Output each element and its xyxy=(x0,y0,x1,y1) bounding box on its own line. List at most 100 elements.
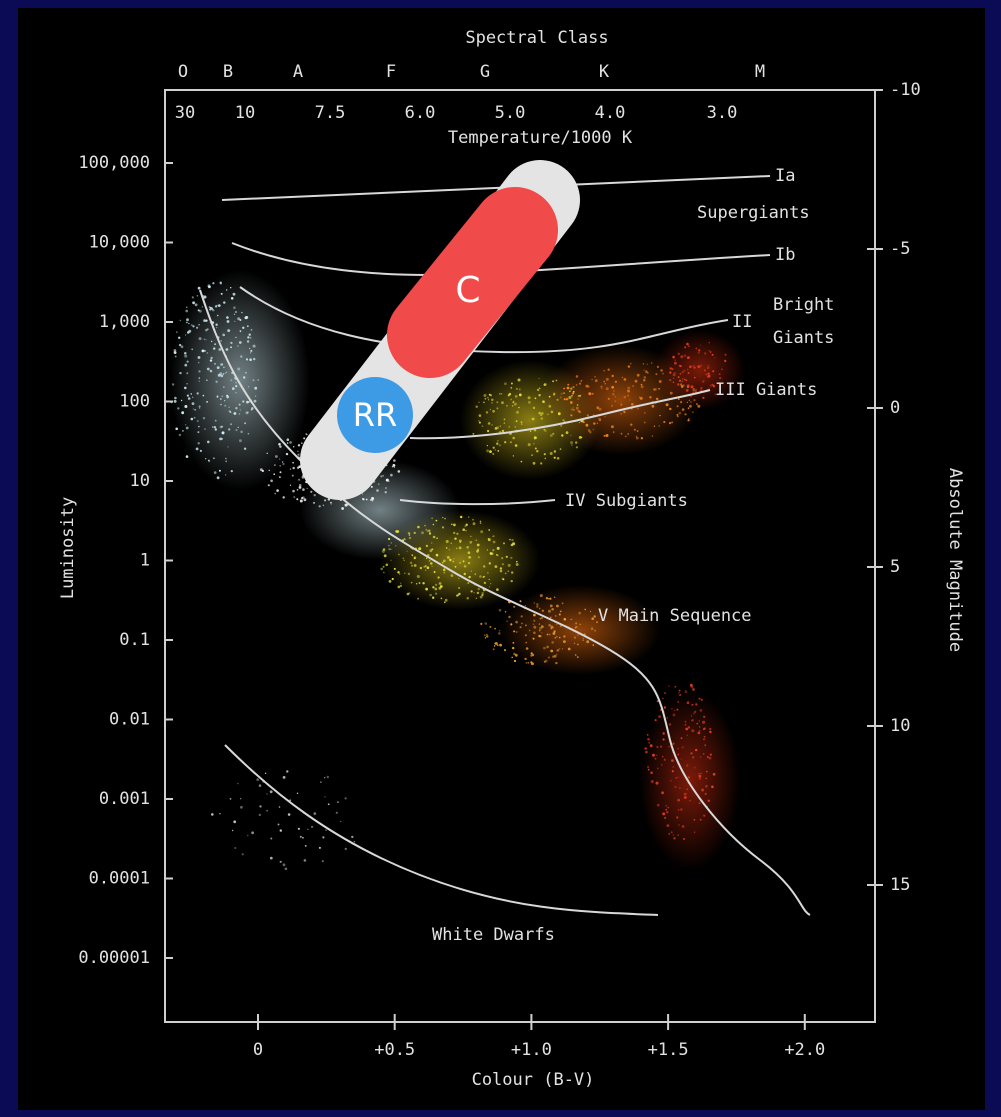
star xyxy=(279,476,281,478)
star xyxy=(674,686,676,688)
star xyxy=(541,632,542,633)
star xyxy=(699,730,700,731)
star xyxy=(436,520,438,522)
star xyxy=(691,729,694,732)
star xyxy=(495,449,496,450)
star xyxy=(442,517,443,518)
star xyxy=(564,618,567,621)
star xyxy=(533,614,536,617)
left-tick-label: 1 xyxy=(140,551,150,571)
star xyxy=(283,776,286,779)
star xyxy=(174,397,177,400)
star xyxy=(511,580,513,582)
star xyxy=(411,565,413,567)
star xyxy=(585,385,588,388)
star xyxy=(337,801,339,803)
star xyxy=(570,441,573,444)
temperature-label: 30 xyxy=(175,103,195,123)
star xyxy=(298,444,300,446)
star xyxy=(678,376,680,378)
star xyxy=(647,766,649,768)
temperature-label: 3.0 xyxy=(707,103,738,123)
star xyxy=(672,743,674,745)
star xyxy=(300,836,302,838)
star xyxy=(245,316,248,319)
left-tick-label: 10,000 xyxy=(89,233,150,253)
star xyxy=(504,649,506,651)
star xyxy=(230,379,232,381)
star xyxy=(251,329,253,331)
star xyxy=(478,402,479,403)
star xyxy=(239,413,240,414)
star xyxy=(526,647,529,650)
star xyxy=(648,742,650,744)
star xyxy=(221,375,224,378)
star xyxy=(719,373,721,375)
star xyxy=(208,284,211,287)
star xyxy=(238,427,239,428)
star xyxy=(278,443,281,446)
star xyxy=(581,380,583,382)
star xyxy=(535,397,537,399)
star xyxy=(202,350,205,353)
star xyxy=(250,337,251,338)
star xyxy=(658,388,660,390)
star xyxy=(702,381,704,383)
star xyxy=(213,457,215,459)
star xyxy=(702,721,705,724)
star xyxy=(221,293,223,295)
star xyxy=(520,600,522,602)
star xyxy=(512,405,514,407)
star xyxy=(625,436,627,438)
star xyxy=(661,791,664,794)
star xyxy=(683,370,685,372)
star xyxy=(710,351,712,353)
star xyxy=(516,561,518,563)
star xyxy=(677,405,679,407)
star xyxy=(694,711,696,713)
star xyxy=(671,831,673,833)
star xyxy=(491,424,493,426)
star xyxy=(235,385,237,387)
star xyxy=(579,383,581,385)
star xyxy=(429,560,431,562)
star xyxy=(198,309,200,311)
star xyxy=(692,688,695,691)
star xyxy=(411,554,413,556)
star xyxy=(210,359,212,361)
star xyxy=(212,282,214,284)
star xyxy=(692,391,694,393)
star xyxy=(611,386,614,389)
star xyxy=(680,355,683,358)
star xyxy=(230,411,232,413)
star xyxy=(654,426,655,427)
star xyxy=(539,627,542,630)
star xyxy=(571,444,572,445)
annotation: Ia xyxy=(775,166,795,186)
star xyxy=(273,473,275,475)
star xyxy=(532,663,533,664)
star xyxy=(677,799,680,802)
star xyxy=(644,376,646,378)
star xyxy=(469,541,472,544)
star xyxy=(302,837,304,839)
star xyxy=(538,394,540,396)
star xyxy=(227,446,228,447)
star xyxy=(330,502,331,503)
star xyxy=(207,368,210,371)
star xyxy=(199,377,201,379)
star xyxy=(704,744,706,746)
star xyxy=(248,433,250,435)
star xyxy=(684,413,686,415)
star xyxy=(670,780,672,782)
star xyxy=(686,389,689,392)
star xyxy=(479,575,482,578)
star xyxy=(643,363,644,364)
star xyxy=(560,396,562,398)
star xyxy=(678,809,680,811)
star xyxy=(230,287,231,288)
star xyxy=(549,634,551,636)
star xyxy=(246,358,248,360)
star xyxy=(467,582,469,584)
left-tick-label: 1,000 xyxy=(99,312,150,332)
